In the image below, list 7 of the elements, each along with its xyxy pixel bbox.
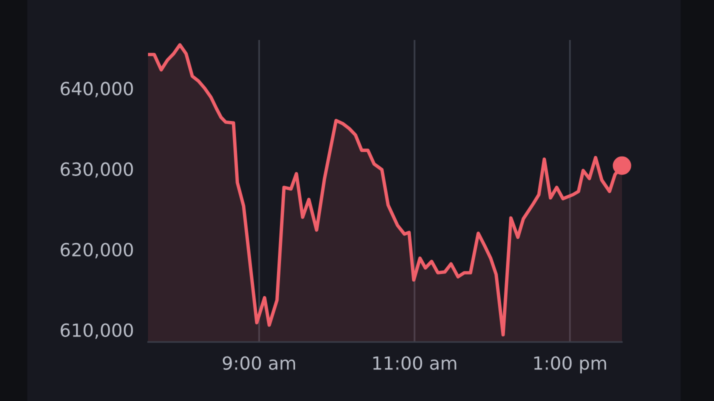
- y-tick-label: 640,000: [60, 82, 133, 98]
- y-tick-label: 630,000: [60, 162, 133, 178]
- y-tick-label: 610,000: [60, 323, 133, 339]
- y-tick-label: 620,000: [60, 242, 133, 258]
- x-tick-label: 11:00 am: [373, 356, 456, 370]
- x-tick-label: 1:00 pm: [534, 356, 606, 374]
- x-tick-label: 9:00 am: [222, 356, 296, 370]
